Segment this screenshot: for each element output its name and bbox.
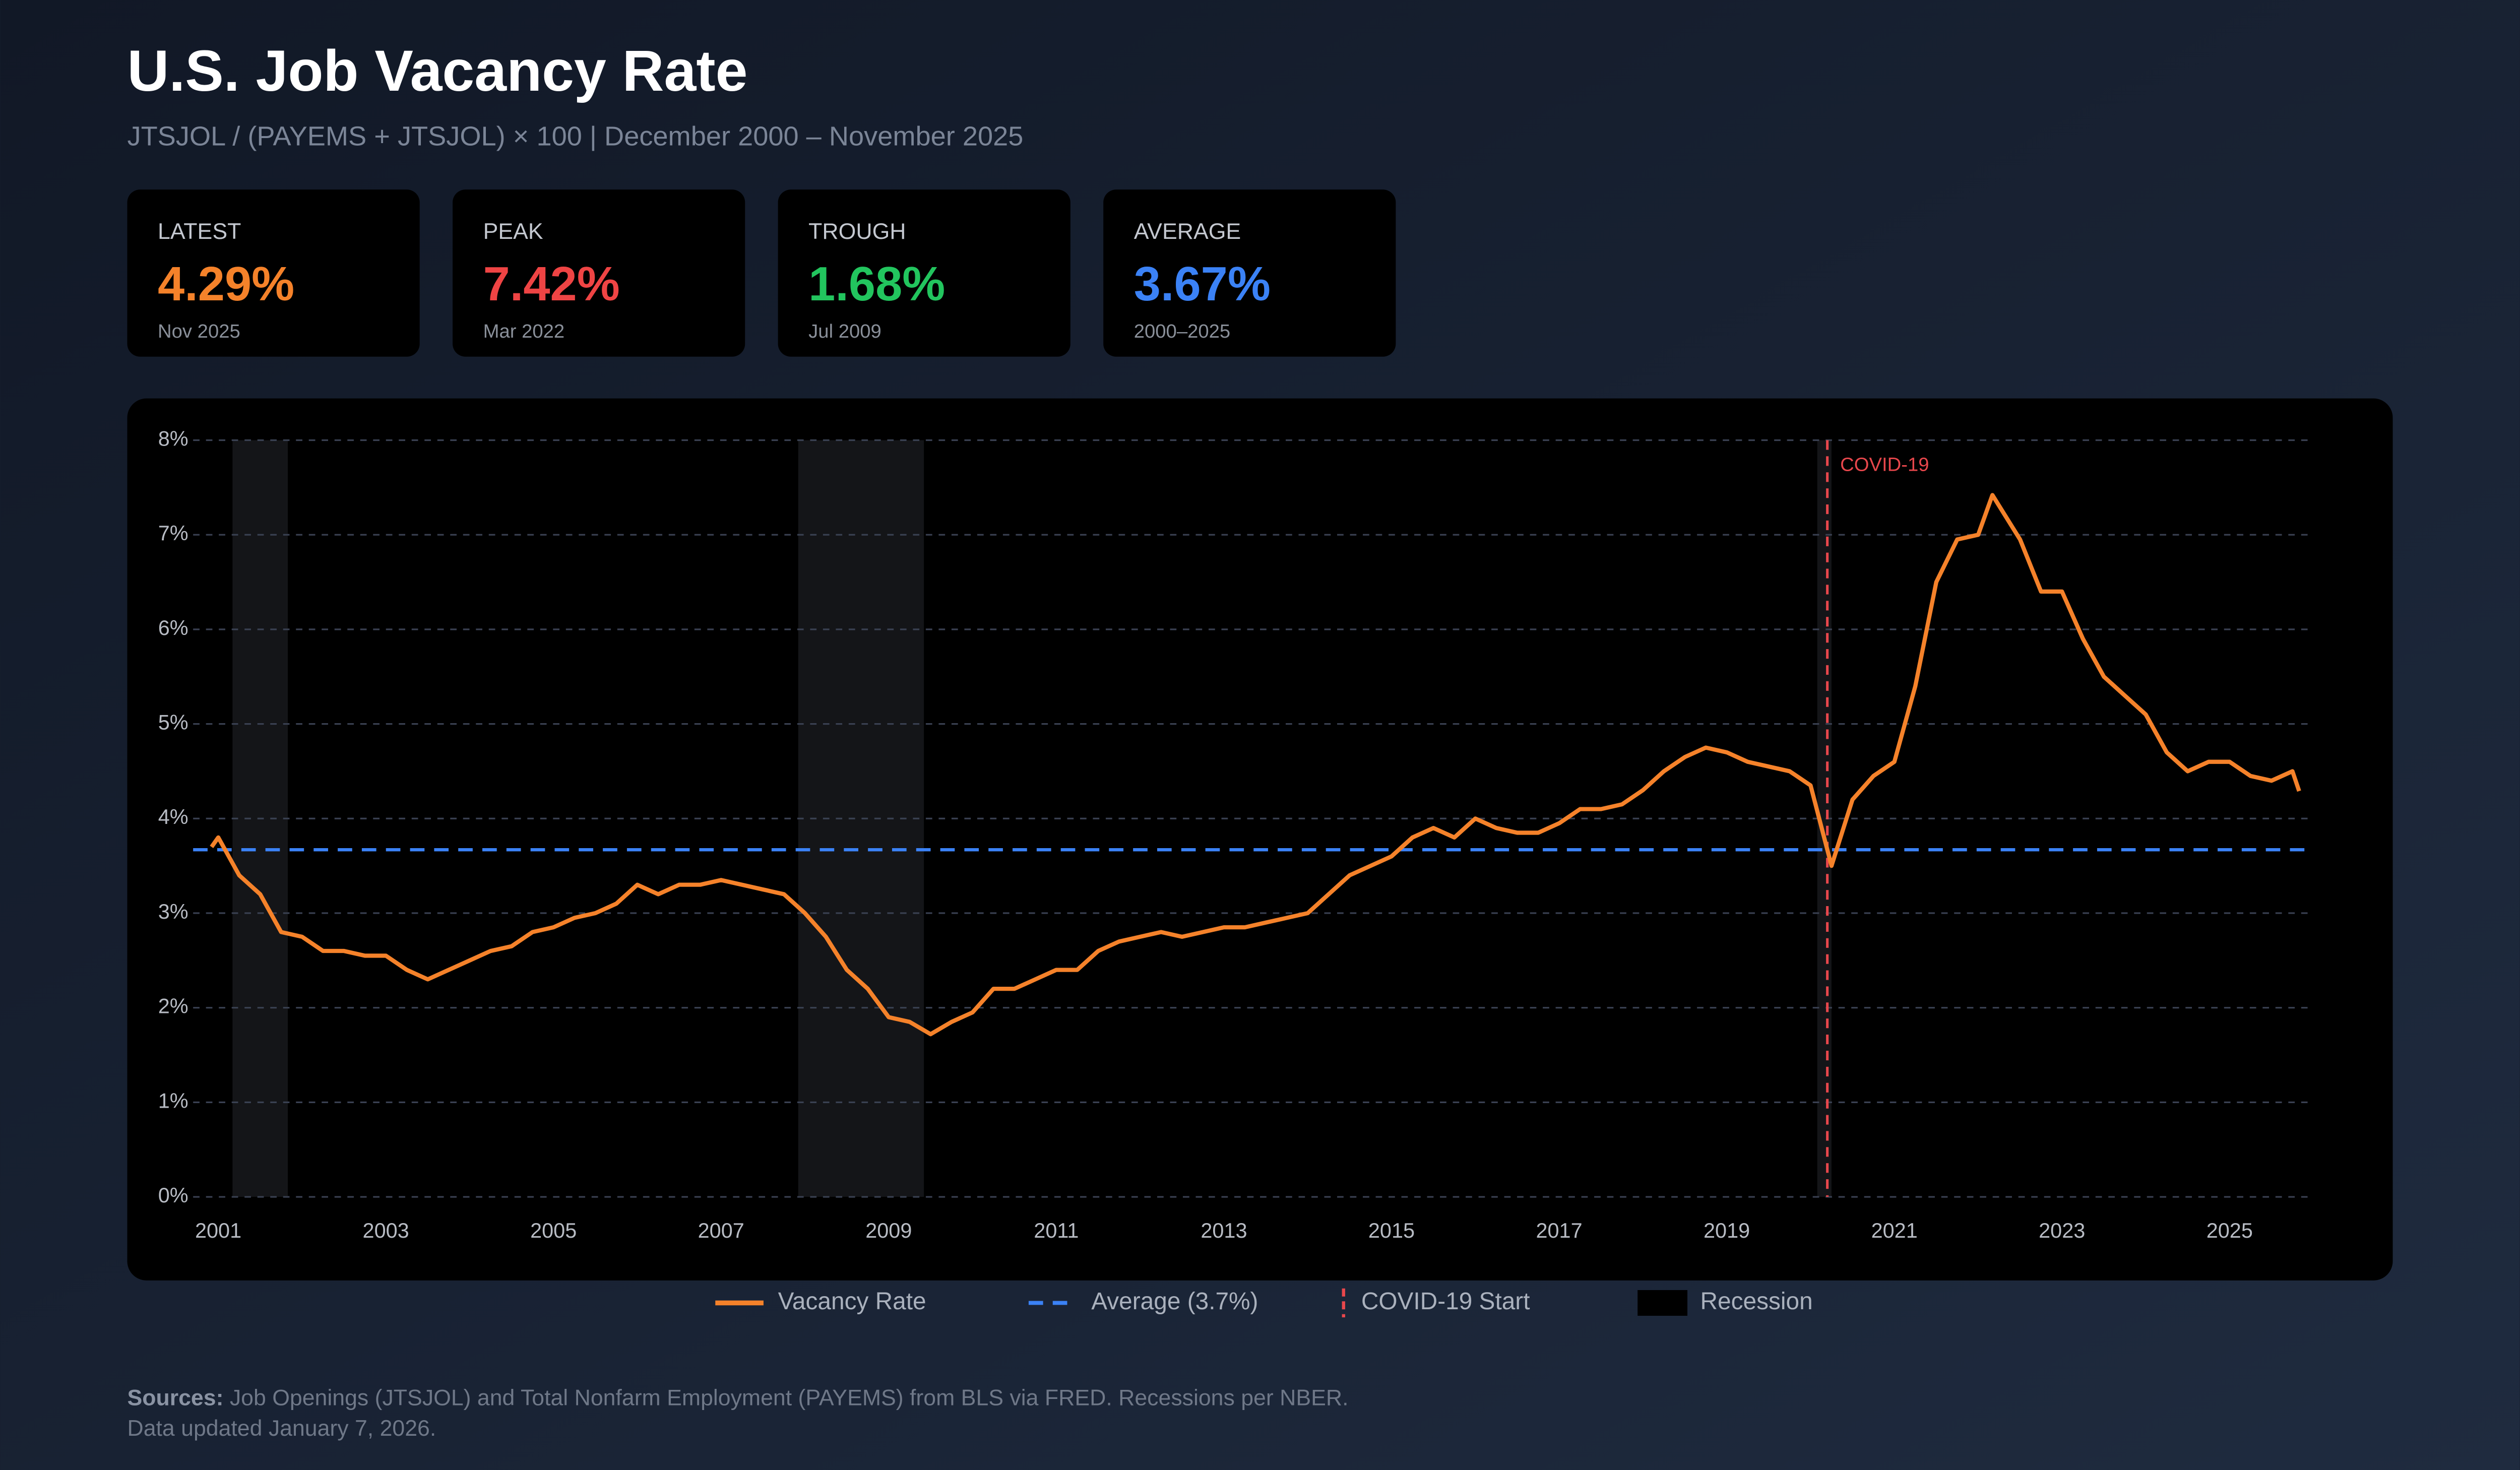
stat-label: TROUGH bbox=[808, 219, 906, 244]
x-tick-label: 2011 bbox=[1034, 1219, 1079, 1242]
stat-card bbox=[127, 189, 420, 357]
y-tick-label: 5% bbox=[158, 711, 188, 734]
x-tick-label: 2017 bbox=[1536, 1219, 1582, 1242]
y-tick-label: 2% bbox=[158, 994, 188, 1018]
stat-note: Jul 2009 bbox=[808, 321, 881, 342]
legend-label: Average (3.7%) bbox=[1091, 1288, 1258, 1315]
stat-label: PEAK bbox=[483, 219, 543, 244]
legend-swatch bbox=[1637, 1290, 1688, 1316]
stat-value: 7.42% bbox=[483, 257, 620, 311]
legend-label: Vacancy Rate bbox=[778, 1288, 926, 1315]
stat-card bbox=[1103, 189, 1396, 357]
stat-card bbox=[778, 189, 1070, 357]
legend-label: COVID-19 Start bbox=[1361, 1288, 1530, 1315]
x-tick-label: 2009 bbox=[865, 1219, 912, 1242]
series-line bbox=[210, 493, 2301, 1037]
stat-value: 1.68% bbox=[808, 257, 945, 311]
x-tick-label: 2005 bbox=[530, 1219, 577, 1242]
y-tick-label: 8% bbox=[158, 426, 188, 450]
y-tick-label: 4% bbox=[158, 805, 188, 828]
stat-note: Mar 2022 bbox=[483, 321, 565, 342]
stat-card bbox=[453, 189, 745, 357]
page-title: U.S. Job Vacancy Rate bbox=[127, 39, 747, 103]
stat-value: 4.29% bbox=[158, 257, 294, 311]
y-tick-label: 3% bbox=[158, 900, 188, 923]
stat-label: LATEST bbox=[158, 219, 241, 244]
subtitle: JTSJOL / (PAYEMS + JTSJOL) × 100 | Decem… bbox=[127, 121, 1023, 151]
chart-panel bbox=[127, 398, 2393, 1281]
stat-note: 2000–2025 bbox=[1134, 321, 1230, 342]
x-tick-label: 2013 bbox=[1201, 1219, 1247, 1242]
x-tick-label: 2025 bbox=[2207, 1219, 2253, 1242]
x-tick-label: 2015 bbox=[1368, 1219, 1415, 1242]
y-tick-label: 6% bbox=[158, 616, 188, 640]
x-tick-label: 2001 bbox=[195, 1219, 241, 1242]
stat-label: AVERAGE bbox=[1134, 219, 1241, 244]
x-tick-label: 2019 bbox=[1704, 1219, 1750, 1242]
footer-sources: Sources: Job Openings (JTSJOL) and Total… bbox=[127, 1386, 1348, 1411]
stat-value: 3.67% bbox=[1134, 257, 1271, 311]
footer-label: Sources: bbox=[127, 1386, 223, 1411]
x-tick-label: 2003 bbox=[363, 1219, 409, 1242]
y-tick-label: 0% bbox=[158, 1183, 188, 1207]
y-tick-label: 1% bbox=[158, 1089, 188, 1112]
y-tick-label: 7% bbox=[158, 521, 188, 545]
covid-annotation: COVID-19 bbox=[1840, 454, 1929, 476]
footer-updated: Data updated January 7, 2026. bbox=[127, 1416, 436, 1441]
footer-text: Job Openings (JTSJOL) and Total Nonfarm … bbox=[230, 1386, 1349, 1411]
x-tick-label: 2023 bbox=[2039, 1219, 2085, 1242]
x-tick-label: 2021 bbox=[1871, 1219, 1918, 1242]
stat-note: Nov 2025 bbox=[158, 321, 240, 342]
legend-label: Recession bbox=[1700, 1288, 1813, 1315]
x-tick-label: 2007 bbox=[698, 1219, 744, 1242]
